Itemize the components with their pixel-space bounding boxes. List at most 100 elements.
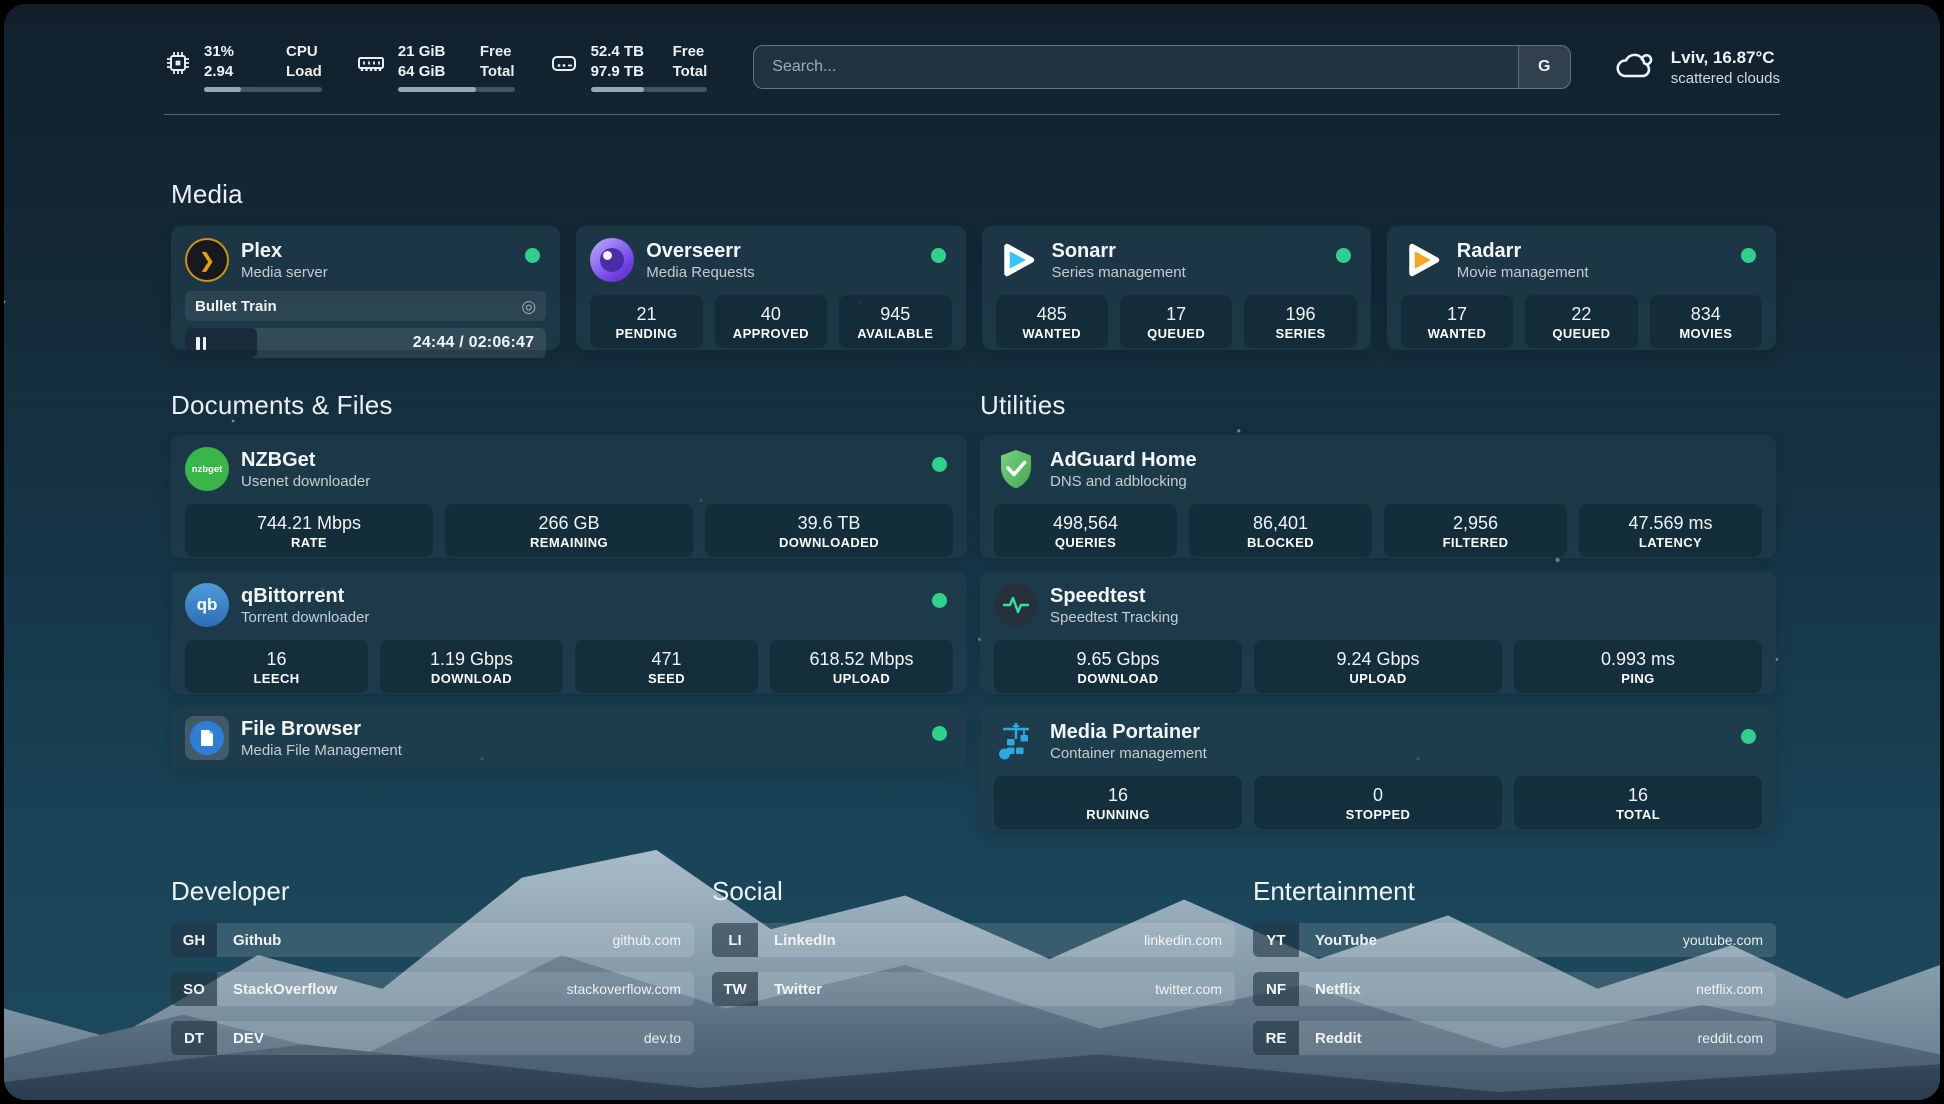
nzbget-card[interactable]: nzbget NZBGet Usenet downloader 744.21 M… [171,435,967,558]
stat-label: QUEUED [1529,326,1633,341]
stat-tile: 945 AVAILABLE [839,295,951,348]
bookmark-github[interactable]: GH Github github.com [171,923,694,957]
stat-tile: 17 QUEUED [1120,295,1232,348]
stat-value: 39.6 TB [709,512,949,534]
service-subtitle: Speedtest Tracking [1050,609,1178,626]
stat-tile: 16 RUNNING [994,776,1242,829]
stat-value: 196 [1248,303,1352,325]
stat-value: 485 [1000,303,1104,325]
bookmark-youtube[interactable]: YT YouTube youtube.com [1253,923,1776,957]
section-developer: Developer GH Github github.com SO StackO… [171,876,694,1070]
stat-label: SERIES [1248,326,1352,341]
service-title: Plex [241,239,328,263]
search-input[interactable] [754,46,1517,88]
stat-value: 16 [998,784,1238,806]
stat-label: DOWNLOAD [998,671,1238,686]
service-subtitle: Media Requests [646,264,754,281]
stat-tile: 744.21 Mbps RATE [185,504,433,557]
stat-tile: 9.24 Gbps UPLOAD [1254,640,1502,693]
stat-value: 9.24 Gbps [1258,648,1498,670]
portainer-card[interactable]: Media Portainer Container management 16 … [980,707,1776,830]
stat-tile: 0 STOPPED [1254,776,1502,829]
bookmark-linkedin[interactable]: LI LinkedIn linkedin.com [712,923,1235,957]
memory-progress-track [398,87,515,92]
stat-label: BLOCKED [1193,535,1368,550]
bookmark-abbr: DT [171,1021,217,1055]
weather-widget: Lviv, 16.87°C scattered clouds [1613,47,1780,88]
stat-tile: 834 MOVIES [1650,295,1762,348]
session-icon: ◎ [521,298,536,315]
stat-value: 834 [1654,303,1758,325]
qbittorrent-card[interactable]: qb qBittorrent Torrent downloader 16 LEE… [171,571,967,694]
speedtest-icon [994,583,1038,627]
stat-tile: 21 PENDING [590,295,702,348]
plex-card[interactable]: ❯ Plex Media server Bullet Train ◎ [171,226,560,350]
section-title-developer: Developer [171,876,694,907]
service-subtitle: Torrent downloader [241,609,369,626]
memory-free-label: Free [480,42,515,61]
stat-label: RUNNING [998,807,1238,822]
section-media: Media ❯ Plex Media server Bullet Train ◎ [171,179,1776,350]
stat-value: 40 [719,303,823,325]
stat-label: PENDING [594,326,698,341]
adguard-card[interactable]: AdGuard Home DNS and adblocking 498,564 … [980,435,1776,558]
status-dot [932,593,947,608]
service-title: Media Portainer [1050,720,1207,744]
stat-value: 0.993 ms [1518,648,1758,670]
service-title: File Browser [241,717,402,741]
plex-icon: ❯ [185,238,229,282]
cpu-usage-label: CPU [286,42,322,61]
speedtest-card[interactable]: Speedtest Speedtest Tracking 9.65 Gbps D… [980,571,1776,694]
radarr-card[interactable]: Radarr Movie management 17 WANTED 22 QUE… [1387,226,1776,350]
stat-value: 21 [594,303,698,325]
stat-value: 498,564 [998,512,1173,534]
stat-label: UPLOAD [1258,671,1498,686]
pause-button[interactable] [196,337,206,350]
status-dot [932,726,947,741]
service-title: Radarr [1457,239,1589,263]
stat-label: SEED [579,671,754,686]
stat-label: DOWNLOADED [709,535,949,550]
disk-progress-track [591,87,708,92]
filebrowser-icon [185,716,229,760]
search-provider-button[interactable]: G [1518,46,1570,88]
stat-tile: 16 TOTAL [1514,776,1762,829]
dashboard-content: Media ❯ Plex Media server Bullet Train ◎ [4,179,1940,1070]
cpu-progress-fill [204,87,241,92]
stat-label: UPLOAD [774,671,949,686]
stat-value: 945 [843,303,947,325]
stat-value: 2,956 [1388,512,1563,534]
bookmark-name: LinkedIn [758,923,836,957]
stat-tile: 0.993 ms PING [1514,640,1762,693]
bookmark-name: Twitter [758,972,822,1006]
section-documents: Documents & Files nzbget NZBGet Usenet d… [171,390,967,830]
stat-value: 618.52 Mbps [774,648,949,670]
bookmark-name: Github [217,923,281,957]
service-subtitle: Series management [1052,264,1186,281]
portainer-icon [994,719,1038,763]
filebrowser-card[interactable]: File Browser Media File Management [171,707,967,769]
service-title: Speedtest [1050,584,1178,608]
cpu-load-label: Load [286,62,322,81]
bookmark-abbr: TW [712,972,758,1006]
bookmark-dev[interactable]: DT DEV dev.to [171,1021,694,1055]
now-playing-row: Bullet Train ◎ [185,291,546,321]
status-dot [1741,729,1756,744]
bookmark-stackoverflow[interactable]: SO StackOverflow stackoverflow.com [171,972,694,1006]
disk-progress-fill [591,87,645,92]
service-title: NZBGet [241,448,370,472]
dashboard-window: 31% 2.94 CPU Load [4,4,1940,1100]
sonarr-card[interactable]: Sonarr Series management 485 WANTED 17 Q… [982,226,1371,350]
disk-total-label: Total [673,62,708,81]
bookmark-reddit[interactable]: RE Reddit reddit.com [1253,1021,1776,1055]
stat-tile: 17 WANTED [1401,295,1513,348]
bookmark-netflix[interactable]: NF Netflix netflix.com [1253,972,1776,1006]
overseerr-card[interactable]: Overseerr Media Requests 21 PENDING 40 A… [576,226,965,350]
stat-value: 17 [1405,303,1509,325]
bookmark-twitter[interactable]: TW Twitter twitter.com [712,972,1235,1006]
stat-tile: 39.6 TB DOWNLOADED [705,504,953,557]
bookmark-url: github.com [613,923,694,957]
service-title: Sonarr [1052,239,1186,263]
stat-tile: 618.52 Mbps UPLOAD [770,640,953,693]
bookmark-url: reddit.com [1698,1021,1776,1055]
